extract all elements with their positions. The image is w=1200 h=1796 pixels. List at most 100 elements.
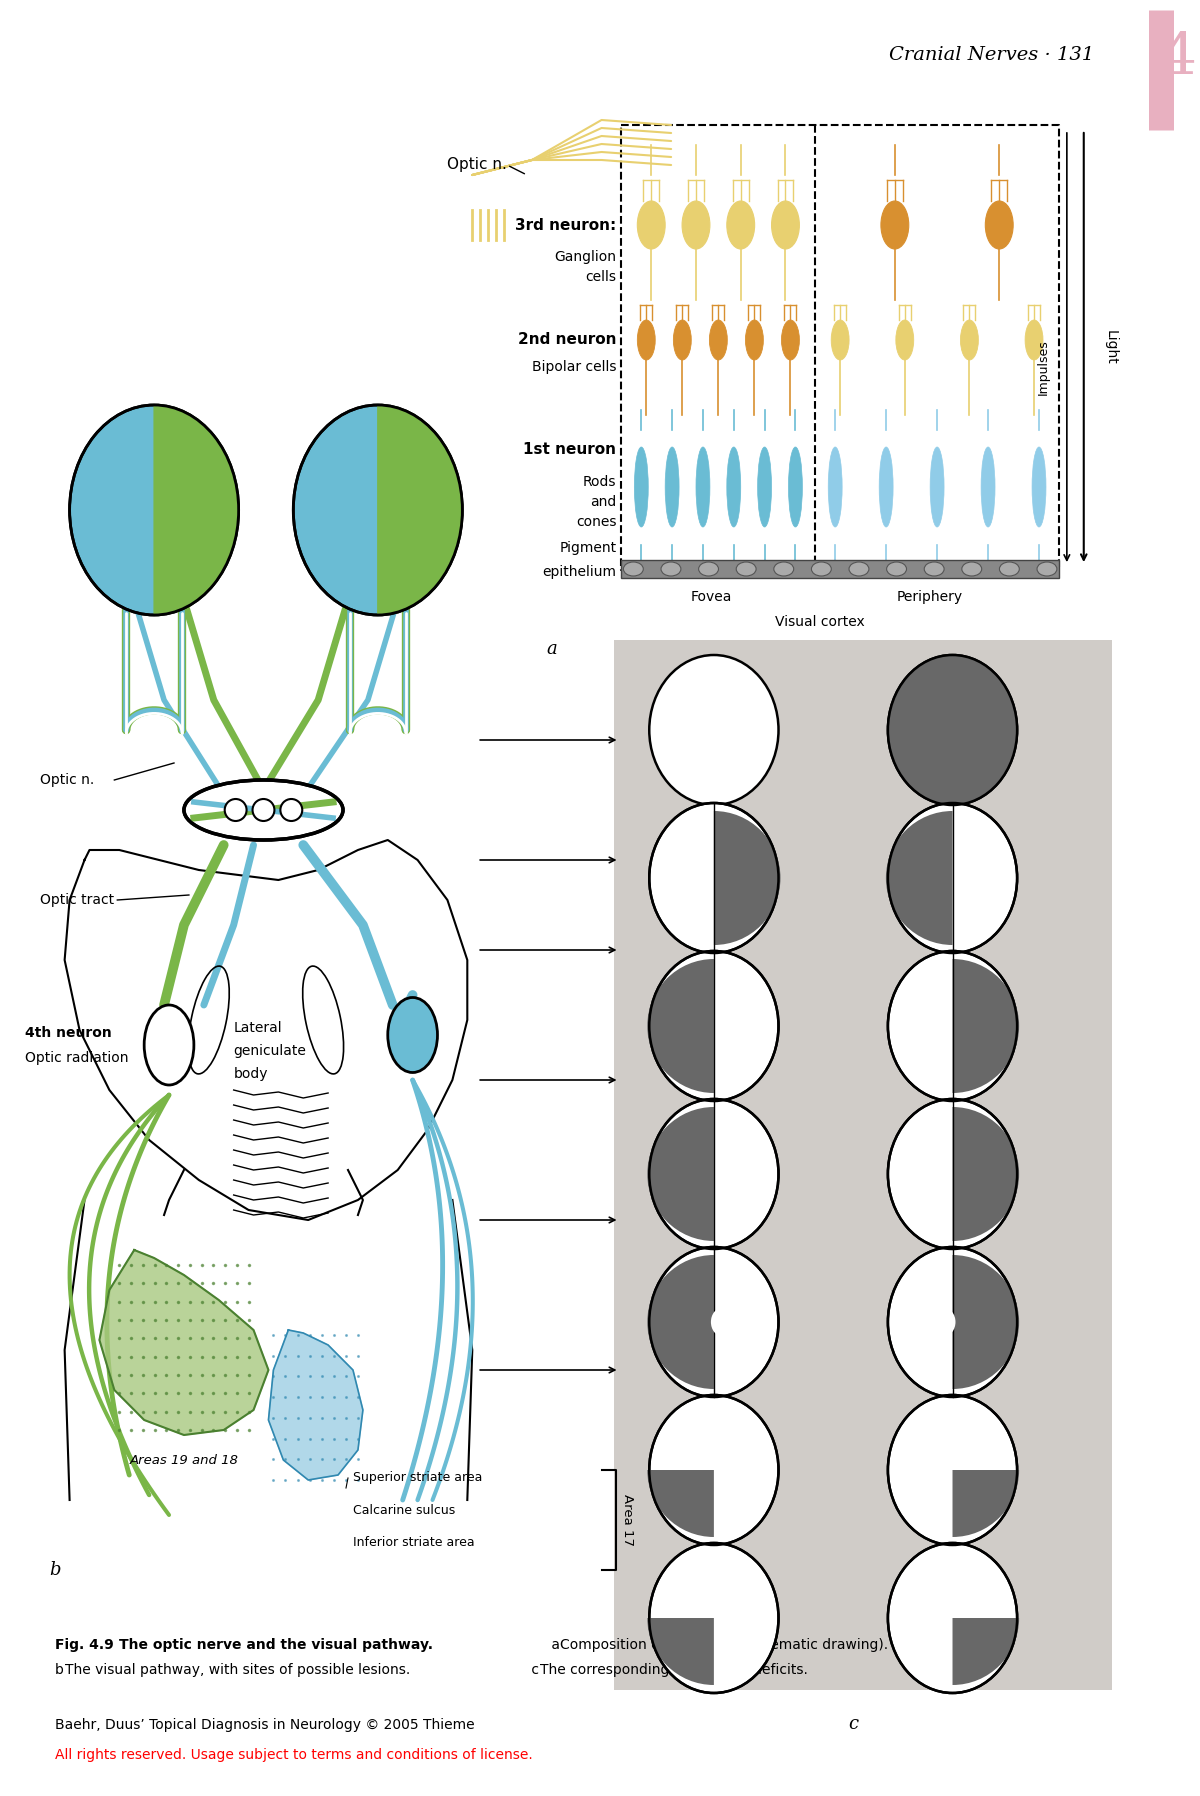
Text: 2nd neuron: 2nd neuron — [518, 332, 617, 347]
Ellipse shape — [888, 1395, 1018, 1545]
Polygon shape — [154, 406, 239, 614]
Wedge shape — [647, 959, 714, 1094]
Text: 4th neuron: 4th neuron — [25, 1026, 112, 1040]
Text: epithelium: epithelium — [542, 566, 617, 578]
Text: Fovea: Fovea — [690, 591, 732, 603]
Ellipse shape — [673, 320, 691, 359]
Ellipse shape — [888, 656, 1018, 805]
Wedge shape — [953, 1255, 1019, 1388]
Ellipse shape — [781, 320, 799, 359]
Text: Inferior striate area: Inferior striate area — [353, 1536, 474, 1548]
Ellipse shape — [696, 447, 710, 526]
Text: Ganglion: Ganglion — [554, 250, 617, 264]
Ellipse shape — [388, 997, 438, 1072]
Ellipse shape — [710, 1307, 733, 1336]
Wedge shape — [647, 1106, 714, 1241]
Text: Superior striate area: Superior striate area — [353, 1471, 482, 1485]
Text: Optic radiation: Optic radiation — [25, 1051, 128, 1065]
Text: Visual cortex: Visual cortex — [775, 614, 865, 629]
Text: and: and — [590, 496, 617, 508]
Text: 1st neuron: 1st neuron — [523, 442, 617, 458]
Text: Light: Light — [1104, 330, 1117, 365]
Text: a: a — [546, 639, 557, 657]
Text: a: a — [547, 1638, 564, 1652]
Bar — [614, 639, 1111, 1690]
Text: 4: 4 — [1159, 31, 1196, 86]
Polygon shape — [378, 406, 462, 614]
Ellipse shape — [828, 447, 842, 526]
Ellipse shape — [665, 447, 679, 526]
Ellipse shape — [962, 562, 982, 577]
Text: Bipolar cells: Bipolar cells — [532, 359, 617, 374]
Ellipse shape — [888, 1543, 1018, 1694]
Wedge shape — [953, 1618, 1019, 1685]
Ellipse shape — [888, 952, 1018, 1101]
Ellipse shape — [661, 562, 680, 577]
Ellipse shape — [934, 1307, 955, 1336]
Ellipse shape — [1037, 562, 1057, 577]
Wedge shape — [647, 1469, 714, 1537]
Text: All rights reserved. Usage subject to terms and conditions of license.: All rights reserved. Usage subject to te… — [55, 1748, 533, 1762]
Ellipse shape — [881, 201, 908, 250]
Ellipse shape — [224, 799, 246, 821]
Ellipse shape — [745, 320, 763, 359]
Text: Lateral: Lateral — [234, 1020, 282, 1034]
Ellipse shape — [637, 320, 655, 359]
Text: The corresponding visual field deficits.: The corresponding visual field deficits. — [540, 1663, 808, 1677]
Wedge shape — [647, 1618, 714, 1685]
Ellipse shape — [774, 562, 793, 577]
Text: 3rd neuron:: 3rd neuron: — [515, 217, 617, 232]
Ellipse shape — [1000, 562, 1019, 577]
Text: b: b — [55, 1663, 68, 1677]
Ellipse shape — [682, 201, 710, 250]
Text: Periphery: Periphery — [896, 591, 962, 603]
Text: Area 17: Area 17 — [622, 1494, 635, 1546]
Text: Calcarine sulcus: Calcarine sulcus — [353, 1503, 455, 1516]
Text: geniculate: geniculate — [234, 1043, 306, 1058]
Ellipse shape — [635, 447, 648, 526]
Text: Cranial Nerves · 131: Cranial Nerves · 131 — [888, 47, 1093, 65]
Text: Rods: Rods — [583, 474, 617, 489]
Wedge shape — [953, 959, 1019, 1094]
Text: Areas 19 and 18: Areas 19 and 18 — [130, 1453, 238, 1467]
Ellipse shape — [649, 1099, 779, 1248]
Wedge shape — [647, 1255, 714, 1388]
Ellipse shape — [649, 1246, 779, 1397]
Ellipse shape — [757, 447, 772, 526]
Ellipse shape — [624, 562, 643, 577]
Ellipse shape — [888, 1099, 1018, 1248]
Ellipse shape — [896, 320, 913, 359]
Ellipse shape — [888, 656, 1018, 805]
Ellipse shape — [880, 447, 893, 526]
Ellipse shape — [1025, 320, 1043, 359]
Ellipse shape — [888, 803, 1018, 954]
Ellipse shape — [832, 320, 850, 359]
Text: b: b — [49, 1561, 61, 1579]
Text: Optic n.: Optic n. — [40, 772, 94, 787]
Text: c: c — [848, 1715, 858, 1733]
Ellipse shape — [252, 799, 275, 821]
Text: Optic n.: Optic n. — [448, 158, 508, 172]
Ellipse shape — [982, 447, 995, 526]
Ellipse shape — [850, 562, 869, 577]
Text: cones: cones — [576, 515, 617, 530]
Ellipse shape — [293, 406, 462, 614]
Polygon shape — [269, 1331, 362, 1480]
Wedge shape — [714, 812, 780, 945]
Ellipse shape — [887, 562, 906, 577]
Text: Fig. 4.9: Fig. 4.9 — [55, 1638, 119, 1652]
Wedge shape — [886, 812, 953, 945]
Ellipse shape — [930, 447, 944, 526]
Ellipse shape — [184, 779, 343, 841]
Text: Composition of the retina (schematic drawing).: Composition of the retina (schematic dra… — [559, 1638, 888, 1652]
Wedge shape — [953, 1106, 1019, 1241]
Ellipse shape — [772, 201, 799, 250]
Ellipse shape — [144, 1006, 194, 1085]
Ellipse shape — [727, 447, 740, 526]
Ellipse shape — [649, 1543, 779, 1694]
Ellipse shape — [281, 799, 302, 821]
Text: c: c — [527, 1663, 544, 1677]
Ellipse shape — [649, 952, 779, 1101]
Ellipse shape — [737, 562, 756, 577]
Text: The optic nerve and the visual pathway.: The optic nerve and the visual pathway. — [119, 1638, 433, 1652]
